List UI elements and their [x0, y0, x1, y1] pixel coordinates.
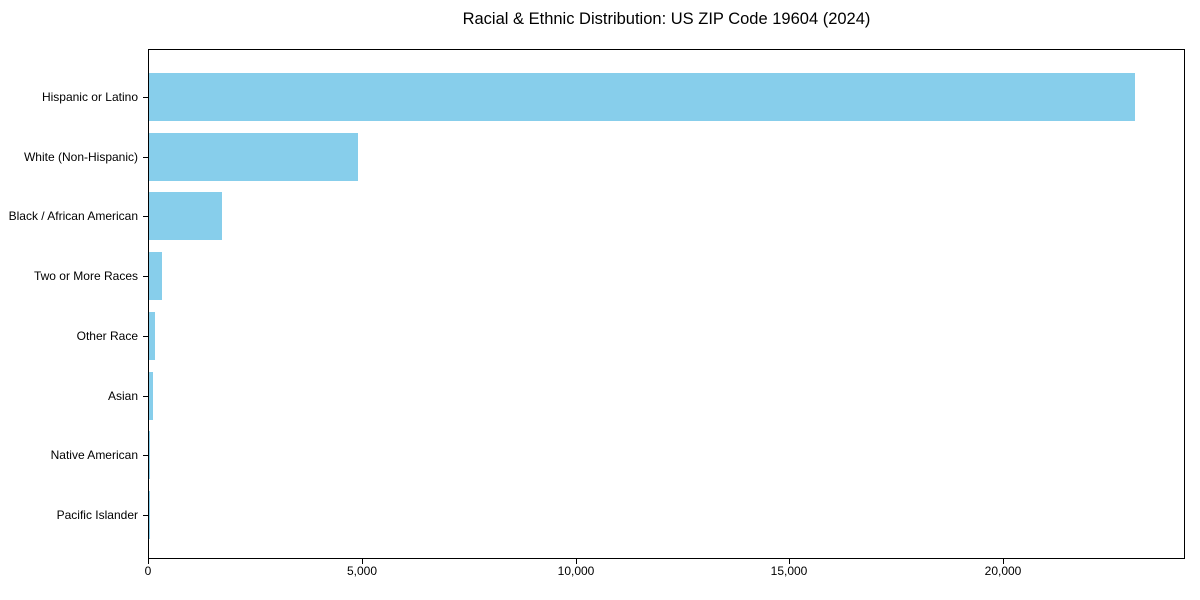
x-tick-label-0: 0	[144, 564, 152, 578]
y-tick-label-native-american: Native American	[50, 448, 138, 462]
x-tick-label-5000: 5,000	[346, 564, 378, 578]
bar-black-african-american	[149, 192, 222, 241]
bar-native-american	[149, 431, 150, 480]
bar-hispanic-or-latino	[149, 73, 1135, 121]
bar-two-or-more-races	[149, 252, 162, 301]
y-tick-mark-asian	[143, 396, 148, 397]
x-tick-label-15000: 15,000	[770, 564, 808, 578]
y-tick-mark-pacific-islander	[143, 515, 148, 516]
x-tick-mark-0	[148, 559, 149, 564]
y-tick-label-black-african-american: Black / African American	[8, 209, 138, 223]
y-tick-mark-white-non-hispanic	[143, 157, 148, 158]
y-tick-mark-other-race	[143, 336, 148, 337]
bar-other-race	[149, 311, 155, 360]
chart-title: Racial & Ethnic Distribution: US ZIP Cod…	[462, 10, 871, 28]
y-tick-mark-hispanic-or-latino	[143, 97, 148, 98]
bar-asian	[149, 371, 154, 420]
x-tick-mark-10000	[576, 559, 577, 564]
x-tick-mark-5000	[362, 559, 363, 564]
y-tick-label-pacific-islander: Pacific Islander	[56, 508, 138, 522]
y-tick-mark-native-american	[143, 455, 148, 456]
y-tick-label-asian: Asian	[107, 389, 138, 403]
y-tick-label-two-or-more-races: Two or More Races	[33, 269, 138, 283]
x-tick-mark-20000	[1003, 559, 1004, 564]
y-tick-label-hispanic-or-latino: Hispanic or Latino	[41, 90, 138, 104]
y-tick-label-white-non-hispanic: White (Non-Hispanic)	[23, 150, 138, 164]
y-tick-mark-black-african-american	[143, 216, 148, 217]
bar-white-non-hispanic	[149, 132, 358, 181]
x-tick-mark-15000	[789, 559, 790, 564]
x-tick-label-20000: 20,000	[984, 564, 1022, 578]
x-tick-label-10000: 10,000	[557, 564, 595, 578]
y-tick-mark-two-or-more-races	[143, 276, 148, 277]
y-tick-label-other-race: Other Race	[76, 329, 138, 343]
plot-area	[148, 49, 1185, 559]
